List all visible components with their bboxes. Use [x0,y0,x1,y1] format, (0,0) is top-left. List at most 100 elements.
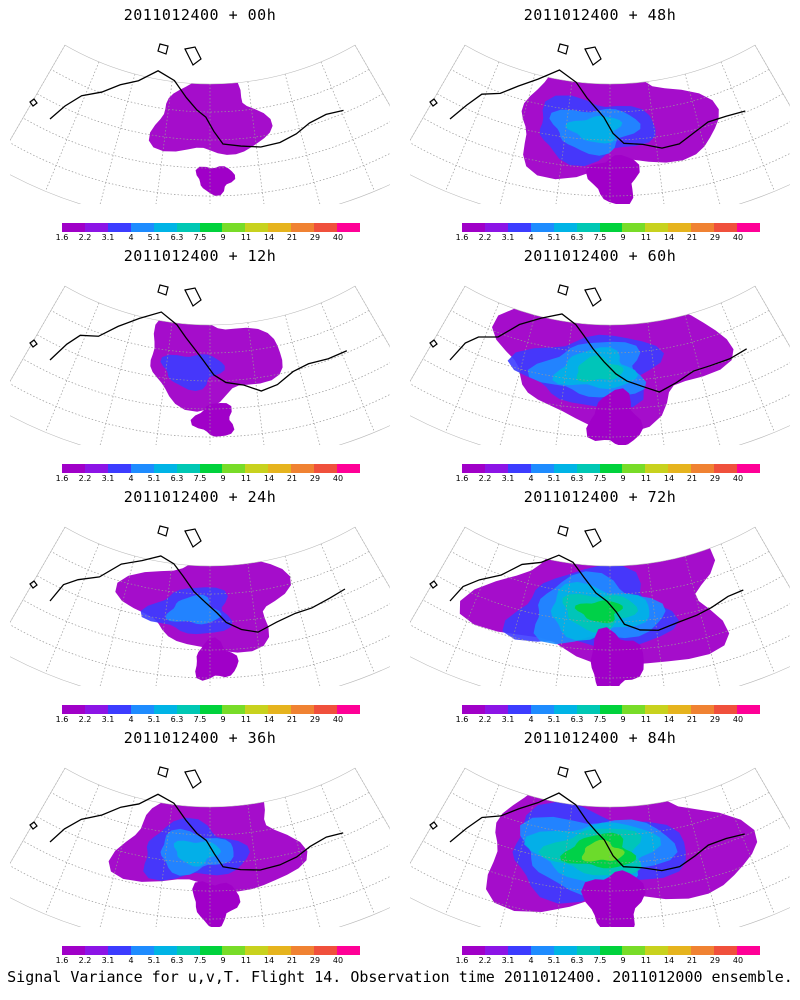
colorbar-tick-label: 5.1 [547,715,561,724]
colorbar-swatch [107,946,131,955]
latitude-line [410,383,790,438]
colorbar-tick-label: 9 [620,474,626,483]
colorbar-swatch [668,946,692,955]
colorbar [462,946,760,955]
colorbar-swatch [130,464,154,473]
colorbar-swatch [245,946,269,955]
longitude-line [284,556,321,686]
colorbar-swatch [199,464,223,473]
colorbar-tick-label: 1.6 [455,233,469,242]
longitude-line [284,74,321,204]
colorbar-tick-label: 1.6 [55,715,69,724]
longitude-line [155,81,173,204]
colorbar-tick-label: 14 [663,474,675,483]
longitude-line [720,302,775,433]
longitude-line [684,315,721,445]
colorbar-tick-label: 6.3 [570,474,584,483]
latitude-line [450,69,770,113]
colorbar-tick-label: 21 [286,233,298,242]
colorbar-tick-label: 3.1 [501,715,515,724]
colorbar-swatch [599,223,623,232]
colorbar-swatch [576,946,600,955]
map-border [410,44,790,204]
colorbar [62,464,360,473]
latitude-line [36,816,384,864]
colorbar-swatch [553,946,577,955]
colorbar-swatch [737,946,760,955]
colorbar-tick-label: 29 [709,233,721,242]
longitude-line [99,315,136,445]
colorbar-tick-label: 3.1 [501,474,515,483]
colorbar [462,223,760,232]
colorbar-tick-label: 14 [663,715,675,724]
figure-caption: Signal Variance for u,v,T. Flight 14. Ob… [7,968,793,986]
variance-map [10,43,390,204]
colorbar-swatch [507,946,531,955]
coastline [429,43,602,107]
colorbar-tick-label: 9 [620,956,626,965]
longitude-line [684,74,721,204]
latitude-line [22,599,390,651]
colorbar-tick-label: 11 [640,715,652,724]
colorbar-tick-label: 9 [220,233,226,242]
colorbar-tick-label: 2.2 [478,233,492,242]
colorbar [62,946,360,955]
variance-map [410,43,790,204]
colorbar-swatch [691,705,715,714]
latitude-line [410,865,790,920]
colorbar-tick-label: 21 [686,474,698,483]
map-border [410,767,790,927]
colorbar [62,705,360,714]
variance-map [410,766,790,927]
colorbar-tick-label: 29 [309,233,321,242]
panel-title: 2011012400 + 60h [523,247,677,265]
variance-contour [190,403,235,437]
longitude-line [10,526,66,624]
colorbar-tick-label: 11 [240,233,252,242]
colorbar-swatch [84,223,108,232]
colorbar-swatch [314,946,338,955]
colorbar-swatch [107,464,131,473]
colorbar-swatch [622,223,646,232]
colorbar [462,464,760,473]
variance-contour [148,72,273,155]
colorbar-tick-label: 21 [286,715,298,724]
colorbar-swatch [291,705,315,714]
colorbar-swatch [668,223,692,232]
latitude-line [22,117,390,169]
colorbar-swatch [268,223,292,232]
variance-contour [586,388,644,445]
colorbar-swatch [645,705,669,714]
variance-contour [165,594,222,625]
colorbar-tick-label: 14 [663,956,675,965]
colorbar-labels: 1.6 2.2 3.1 4 5.1 6.3 7.5 9 11 14 21 29 40 [452,474,762,484]
colorbar-labels: 1.6 2.2 3.1 4 5.1 6.3 7.5 9 11 14 21 29 40 [52,474,362,484]
colorbar-swatch [291,464,315,473]
colorbar-labels: 1.6 2.2 3.1 4 5.1 6.3 7.5 9 11 14 21 29 40 [52,233,362,243]
colorbar-tick-label: 7.5 [193,233,207,242]
forecast-panel: 2011012400 + 00h 1.6 2.2 3.1 4 5.1 6.3 7.5 9 11 14… [0,0,400,243]
longitude-line [10,44,66,142]
colorbar-swatch [62,223,85,232]
colorbar-tick-label: 4 [528,956,534,965]
colorbar-tick-label: 3.1 [101,715,115,724]
colorbar-tick-label: 3.1 [101,956,115,965]
colorbar-labels: 1.6 2.2 3.1 4 5.1 6.3 7.5 9 11 14 21 29 40 [452,956,762,966]
colorbar-tick-label: 5.1 [547,233,561,242]
colorbar-tick-label: 5.1 [547,474,561,483]
colorbar-tick-label: 21 [686,956,698,965]
colorbar-swatch [530,464,554,473]
colorbar-tick-label: 21 [686,715,698,724]
longitude-line [99,74,136,204]
colorbar-tick-label: 2.2 [78,715,92,724]
panel-title: 2011012400 + 24h [123,488,277,506]
longitude-line [247,81,265,204]
coastline [449,554,744,631]
forecast-panel: 2011012400 + 60h 1.6 2.2 3.1 4 5.1 6.3 7.5 9 11 14… [400,241,800,484]
colorbar-tick-label: 11 [240,715,252,724]
coastline [29,766,202,830]
coastline [449,792,745,872]
variance-contour [581,870,646,927]
coastline [449,313,748,393]
colorbar-tick-label: 9 [220,715,226,724]
